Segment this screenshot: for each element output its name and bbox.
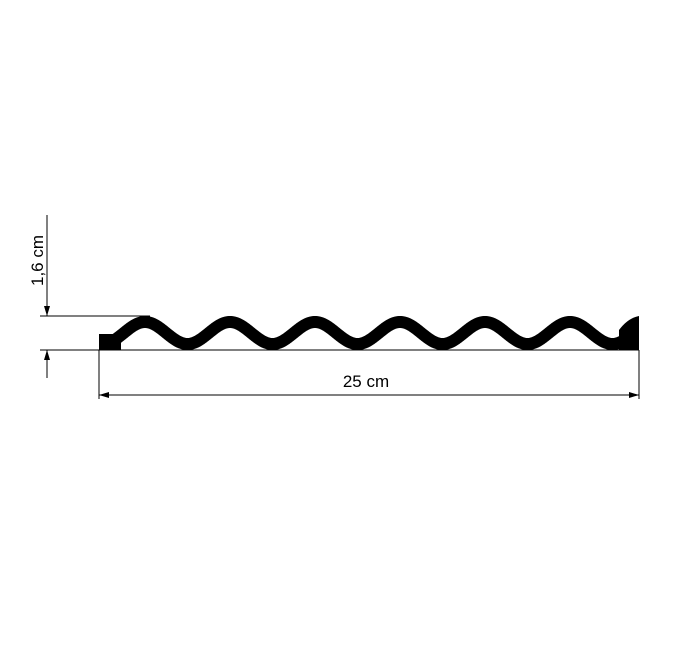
- height-label: 1,6 cm: [28, 235, 47, 286]
- right-end-block: [619, 316, 639, 350]
- left-end-block: [99, 334, 121, 350]
- corrugated-profile: [99, 315, 639, 350]
- wave-shape: [99, 315, 629, 350]
- width-label: 25 cm: [343, 372, 389, 391]
